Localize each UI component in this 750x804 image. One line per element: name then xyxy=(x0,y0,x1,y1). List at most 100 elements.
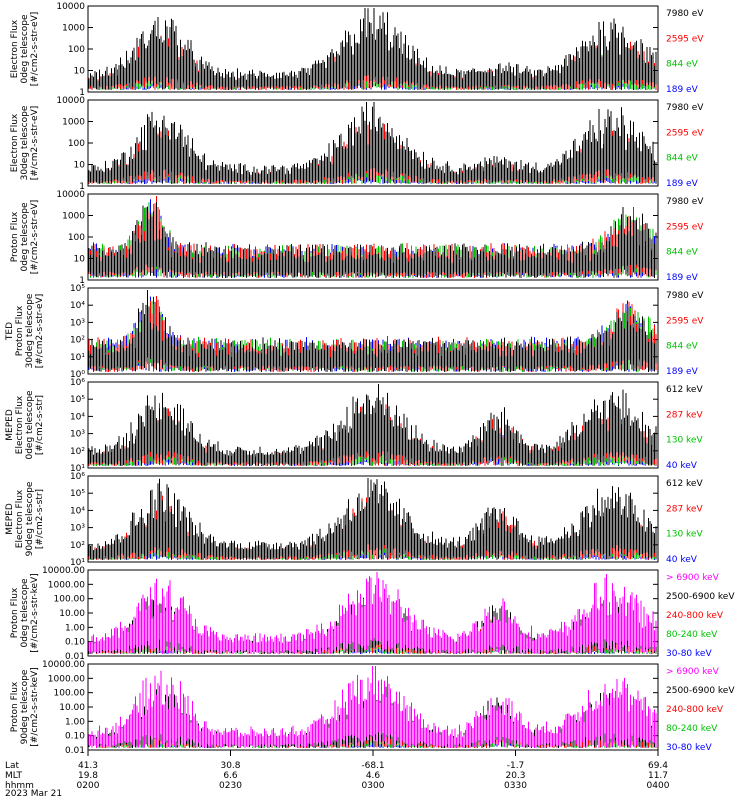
y-tick-label: 1.00 xyxy=(65,623,85,633)
series-trace-7980-ev xyxy=(88,102,657,184)
legend-entry: 30-80 keV xyxy=(666,743,712,753)
y-tick-label: 10² xyxy=(70,541,85,551)
y-tick-label: 10.00 xyxy=(59,703,85,713)
panel-8: 0.01 0.10 1.00 10.00 100.00 1000.00 10000.00 Pr… xyxy=(10,660,735,756)
y-tick-label: 10⁶ xyxy=(70,472,85,482)
legend-entry: 189 eV xyxy=(666,367,699,377)
y-tick-label: 10³ xyxy=(70,318,85,328)
series-trace-612-kev xyxy=(88,384,657,466)
legend-entry: 287 keV xyxy=(666,504,703,514)
legend-entry: 80-240 keV xyxy=(666,630,718,640)
y-axis-label-line: Electron Flux xyxy=(10,19,20,78)
x-tick-label: -1.7 xyxy=(507,761,525,771)
y-tick-label: 0.01 xyxy=(65,746,85,756)
y-axis-label-line: 0deg telescope xyxy=(20,14,30,84)
series-trace-7980-ev xyxy=(88,202,657,278)
panel-2: 1 10 100 1000 10000 Electron Flux 30deg telesc… xyxy=(10,96,704,192)
legend-entry: 2595 eV xyxy=(666,222,704,232)
y-axis-label-line: [#/cm2-s-str] xyxy=(35,489,45,549)
y-tick-label: 1000 xyxy=(62,118,85,128)
y-tick-label: 10⁵ xyxy=(70,395,85,405)
y-tick-label: 10 xyxy=(74,161,86,171)
y-axis-label-line: Electron Flux xyxy=(15,395,25,454)
y-tick-label: 10 xyxy=(74,255,86,265)
y-axis-label-line: TED xyxy=(5,322,15,341)
panel-7: 0.01 0.10 1.00 10.00 100.00 1000.00 10000.00 Pr… xyxy=(10,566,735,662)
y-tick-label: 100 xyxy=(68,233,85,243)
x-row-label: hhmm xyxy=(5,781,34,791)
x-tick-label: -68.1 xyxy=(361,761,384,771)
legend-entry: 844 eV xyxy=(666,342,699,352)
y-tick-label: 1.00 xyxy=(65,717,85,727)
y-axis-label-line: 0deg telescope xyxy=(20,202,30,272)
x-tick-label: 30.8 xyxy=(220,761,240,771)
panel-frame xyxy=(87,475,659,563)
series-trace-30-80-kev xyxy=(108,617,657,654)
y-tick-label: 10000 xyxy=(56,96,85,106)
y-axis-label-line: 90deg telescope xyxy=(25,481,35,556)
legend-entry: 7980 eV xyxy=(666,103,704,113)
y-tick-label: 0.01 xyxy=(65,652,85,662)
x-tick-label: 0300 xyxy=(362,781,385,791)
y-tick-label: 1 xyxy=(79,182,85,192)
legend-entry: 189 eV xyxy=(666,179,699,189)
legend-entry: > 6900 keV xyxy=(666,667,720,677)
panel-4: 10⁰ 10¹ 10² 10³ 10⁴ 10⁵ TED Proton Flux 30deg te… xyxy=(5,284,704,380)
y-axis-label-line: 0deg telescope xyxy=(25,390,35,460)
y-tick-label: 10000 xyxy=(56,190,85,200)
y-axis-label-line: [#/cm2-s-str] xyxy=(35,395,45,455)
y-tick-label: 10000.00 xyxy=(42,566,85,576)
y-tick-label: 10⁵ xyxy=(70,284,85,294)
series-trace-7980-ev xyxy=(88,8,657,90)
x-tick-label: 0400 xyxy=(647,781,670,791)
legend-entry: 612 keV xyxy=(666,479,703,489)
y-axis-label-line: [#/cm2-s-str-eV] xyxy=(35,294,45,369)
legend-entry: 189 eV xyxy=(666,85,699,95)
legend-entry: 2500-6900 keV xyxy=(666,686,735,696)
y-tick-label: 10¹ xyxy=(70,464,85,474)
y-tick-label: 10³ xyxy=(70,430,85,440)
panel-5: 10¹ 10² 10³ 10⁴ 10⁵ 10⁶ MEPED Electron Flux 0deg… xyxy=(5,378,703,474)
legend-entry: 40 keV xyxy=(666,555,698,565)
y-axis-label-line: [#/cm2-s-str-keV] xyxy=(30,573,40,652)
y-tick-label: 10000.00 xyxy=(42,660,85,670)
legend-entry: 189 eV xyxy=(666,273,699,283)
y-axis-label-line: 30deg telescope xyxy=(25,293,35,368)
x-tick-label: 41.3 xyxy=(78,761,98,771)
series-trace--6900-kev xyxy=(88,572,657,654)
panel-frame xyxy=(87,381,659,469)
series-trace-7980-ev xyxy=(88,290,657,372)
series-trace-612-kev xyxy=(88,478,657,560)
legend-entry: 2595 eV xyxy=(666,128,704,138)
legend-entry: 7980 eV xyxy=(666,9,704,19)
y-axis-label-line: MEPED xyxy=(5,409,15,441)
x-tick-label: 0200 xyxy=(77,781,100,791)
y-tick-label: 100.00 xyxy=(54,689,86,699)
x-tick-label: 6.6 xyxy=(223,771,238,781)
y-tick-label: 1000 xyxy=(62,212,85,222)
y-tick-label: 100 xyxy=(68,139,85,149)
legend-entry: 2500-6900 keV xyxy=(666,592,735,602)
x-tick-label: 0230 xyxy=(219,781,242,791)
y-axis-label-line: [#/cm2-s-str-eV] xyxy=(30,200,40,275)
panel-3: 1 10 100 1000 10000 Proton Flux 0deg telescope… xyxy=(10,190,704,286)
y-axis-label-line: [#/cm2-s-str-eV] xyxy=(30,106,40,181)
legend-entry: 2595 eV xyxy=(666,316,704,326)
y-tick-label: 10³ xyxy=(70,524,85,534)
legend-entry: 287 keV xyxy=(666,410,703,420)
y-tick-label: 0.10 xyxy=(65,732,85,742)
legend-entry: 7980 eV xyxy=(666,291,704,301)
x-tick-label: 0330 xyxy=(504,781,527,791)
y-tick-label: 10⁴ xyxy=(70,301,85,311)
y-tick-label: 10000 xyxy=(56,2,85,12)
y-tick-label: 100 xyxy=(68,45,85,55)
y-axis-label-line: Electron Flux xyxy=(10,113,20,172)
y-axis-label-line: 30deg telescope xyxy=(20,105,30,180)
panel-1: 1 10 100 1000 10000 Electron Flux 0deg telesco… xyxy=(10,2,704,98)
series-trace--6900-kev xyxy=(88,666,657,748)
x-row-label: Lat xyxy=(5,761,20,771)
y-axis-label-line: 0deg telescope xyxy=(20,578,30,648)
y-tick-label: 1 xyxy=(79,276,85,286)
